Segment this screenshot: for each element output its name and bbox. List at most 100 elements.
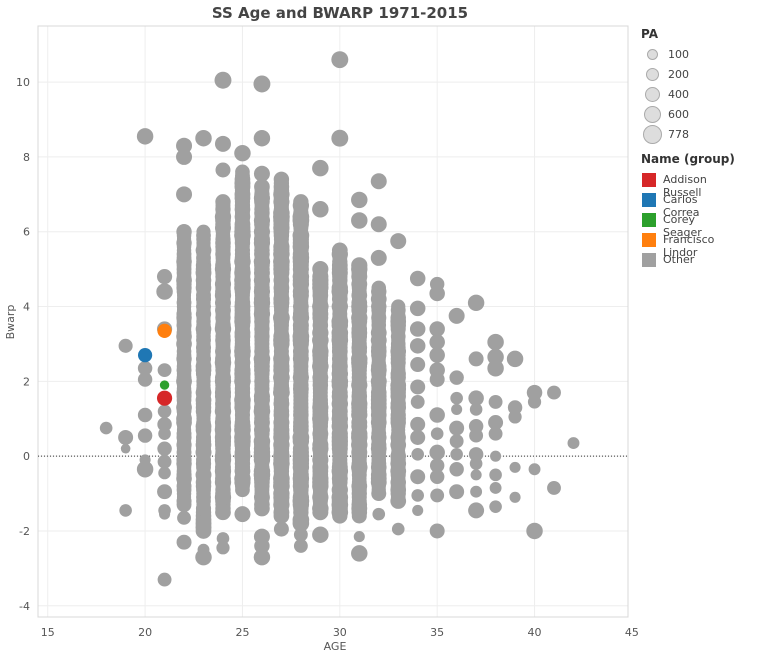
data-point-other[interactable] xyxy=(351,191,368,209)
color-legend-item[interactable]: Corey Seager xyxy=(641,210,735,239)
data-point-other[interactable] xyxy=(157,441,172,456)
data-point-other[interactable] xyxy=(449,434,464,449)
data-point-other[interactable] xyxy=(488,426,503,441)
data-point-other[interactable] xyxy=(429,523,445,539)
data-point-other[interactable] xyxy=(409,300,426,317)
data-point-other[interactable] xyxy=(157,484,173,500)
data-point-other[interactable] xyxy=(273,521,289,537)
data-point-other[interactable] xyxy=(195,129,212,147)
data-point-other[interactable] xyxy=(410,379,426,395)
data-point-other[interactable] xyxy=(214,71,232,89)
data-point-other[interactable] xyxy=(214,135,231,152)
data-point-other[interactable] xyxy=(450,391,463,405)
color-legend-item[interactable]: Other xyxy=(641,250,735,270)
data-point-other[interactable] xyxy=(372,507,386,521)
data-point-other[interactable] xyxy=(509,491,521,503)
data-point-other[interactable] xyxy=(370,249,387,266)
data-point-other[interactable] xyxy=(468,351,484,367)
data-point-other[interactable] xyxy=(409,321,426,337)
size-legend[interactable]: PA 100 200 400 600 778 xyxy=(641,27,689,145)
data-point-other[interactable] xyxy=(527,395,542,409)
data-point-other[interactable] xyxy=(429,321,445,337)
data-point-other[interactable] xyxy=(234,144,251,162)
data-point-other[interactable] xyxy=(137,372,153,387)
data-point-other[interactable] xyxy=(216,541,230,555)
data-point-other[interactable] xyxy=(449,420,465,436)
data-point-other[interactable] xyxy=(509,461,521,473)
data-point-other[interactable] xyxy=(547,481,561,495)
size-legend-item[interactable]: 200 xyxy=(641,65,689,85)
data-point-other[interactable] xyxy=(470,469,482,481)
data-point-other[interactable] xyxy=(391,522,405,536)
data-point-other[interactable] xyxy=(176,148,193,165)
data-point-other[interactable] xyxy=(136,461,154,478)
data-point-other[interactable] xyxy=(137,361,153,376)
data-point-other[interactable] xyxy=(411,489,425,502)
data-point-other[interactable] xyxy=(119,504,132,517)
data-point-other[interactable] xyxy=(273,171,290,188)
data-point-addison-russell[interactable] xyxy=(156,390,173,406)
data-point-other[interactable] xyxy=(254,538,270,554)
data-point-other[interactable] xyxy=(430,488,445,503)
data-point-other[interactable] xyxy=(490,450,502,462)
data-point-other[interactable] xyxy=(370,216,387,233)
data-point-other[interactable] xyxy=(526,522,543,540)
data-point-other[interactable] xyxy=(451,403,463,415)
data-point-other[interactable] xyxy=(176,186,193,203)
data-point-other[interactable] xyxy=(235,164,250,180)
data-point-other[interactable] xyxy=(312,201,329,218)
data-point-other[interactable] xyxy=(157,572,172,587)
data-point-other[interactable] xyxy=(176,137,193,154)
data-point-other[interactable] xyxy=(508,410,522,424)
data-point-other[interactable] xyxy=(488,415,504,430)
data-point-carlos-correa[interactable] xyxy=(137,348,153,363)
data-point-other[interactable] xyxy=(567,437,580,450)
data-point-other[interactable] xyxy=(120,443,131,454)
data-point-other[interactable] xyxy=(547,385,561,400)
data-point-other[interactable] xyxy=(526,384,543,401)
data-point-other[interactable] xyxy=(157,454,172,469)
data-point-other[interactable] xyxy=(293,527,308,542)
size-legend-item[interactable]: 778 xyxy=(641,124,689,145)
size-legend-item[interactable]: 600 xyxy=(641,105,689,125)
data-point-other[interactable] xyxy=(409,270,426,287)
data-point-other[interactable] xyxy=(158,427,171,441)
data-point-other[interactable] xyxy=(157,417,172,432)
data-point-other[interactable] xyxy=(195,548,212,566)
data-point-other[interactable] xyxy=(430,427,444,441)
data-point-other[interactable] xyxy=(99,421,113,435)
data-point-other[interactable] xyxy=(215,162,231,178)
data-point-other[interactable] xyxy=(177,510,191,525)
data-point-other[interactable] xyxy=(253,129,271,147)
data-point-other[interactable] xyxy=(429,371,445,387)
data-point-other[interactable] xyxy=(351,212,368,229)
data-point-other[interactable] xyxy=(429,285,445,302)
color-legend-item[interactable]: Carlos Correa xyxy=(641,190,735,219)
data-point-other[interactable] xyxy=(429,444,445,461)
data-point-other[interactable] xyxy=(489,468,502,482)
data-point-other[interactable] xyxy=(136,128,154,145)
data-point-other[interactable] xyxy=(467,294,485,312)
data-point-other[interactable] xyxy=(312,526,329,543)
data-point-other[interactable] xyxy=(469,457,483,470)
data-point-other[interactable] xyxy=(410,429,426,445)
data-point-other[interactable] xyxy=(412,504,424,516)
data-point-other[interactable] xyxy=(312,159,329,177)
data-point-other[interactable] xyxy=(506,350,524,368)
data-point-other[interactable] xyxy=(469,403,483,416)
data-point-other[interactable] xyxy=(410,416,426,432)
data-point-other[interactable] xyxy=(449,484,465,500)
data-point-other[interactable] xyxy=(429,469,445,484)
data-point-other[interactable] xyxy=(215,194,231,210)
size-legend-item[interactable]: 100 xyxy=(641,45,689,65)
data-point-other[interactable] xyxy=(371,280,387,296)
data-point-other[interactable] xyxy=(487,360,504,377)
data-point-other[interactable] xyxy=(448,307,465,324)
data-point-other[interactable] xyxy=(468,390,484,406)
data-point-other[interactable] xyxy=(351,257,368,274)
data-point-other[interactable] xyxy=(429,347,445,363)
data-point-other[interactable] xyxy=(469,428,484,443)
data-point-other[interactable] xyxy=(410,394,425,409)
data-point-corey-seager[interactable] xyxy=(159,380,170,390)
data-point-other[interactable] xyxy=(118,429,134,445)
